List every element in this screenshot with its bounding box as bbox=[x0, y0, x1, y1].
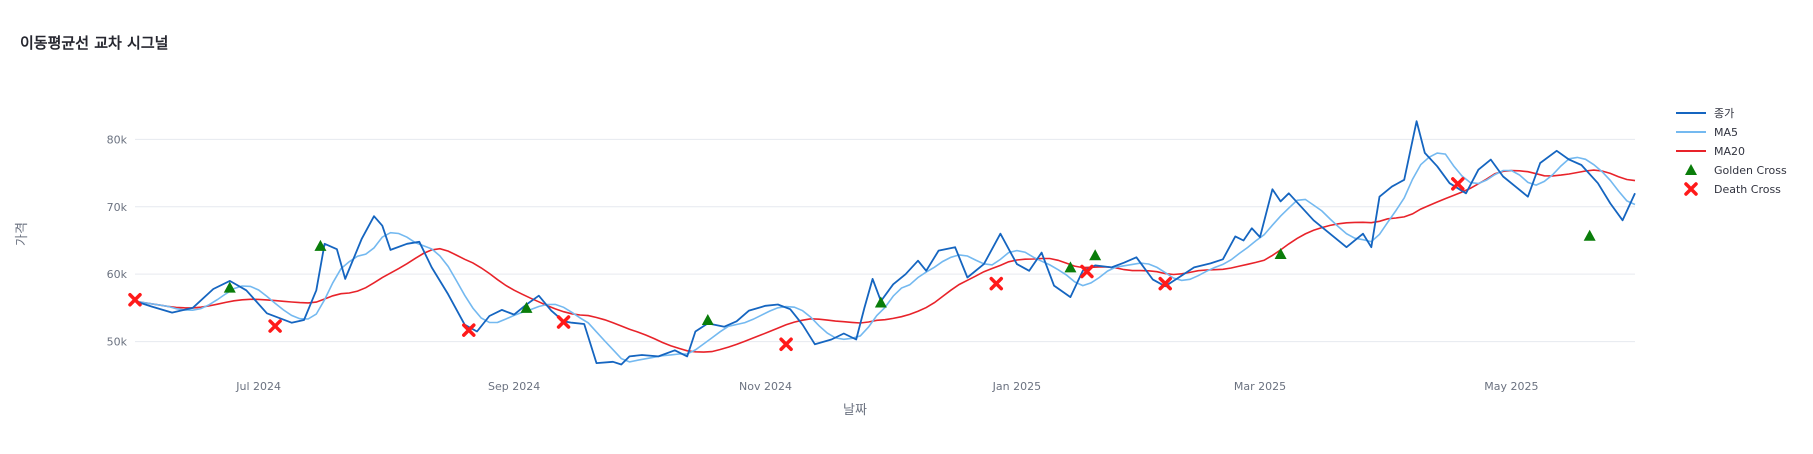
death-cross-marker bbox=[556, 315, 571, 329]
death-cross-glyph bbox=[462, 323, 476, 337]
death-cross-marker bbox=[462, 323, 476, 337]
y-tick-label: 60k bbox=[107, 268, 128, 281]
grid-layer bbox=[135, 138, 1635, 343]
death-cross-marker bbox=[1080, 264, 1094, 279]
legend-label: MA20 bbox=[1714, 145, 1745, 158]
close-price-line bbox=[134, 120, 1636, 366]
golden-cross-marker bbox=[520, 301, 533, 313]
death-cross-glyph bbox=[779, 337, 793, 352]
golden-cross-marker bbox=[314, 239, 327, 251]
x-tick-label: Nov 2024 bbox=[739, 380, 792, 393]
x-tick-label: Mar 2025 bbox=[1234, 380, 1286, 393]
ma20-line bbox=[134, 169, 1636, 353]
y-tick-label: 80k bbox=[107, 133, 128, 146]
golden-cross-marker bbox=[1089, 249, 1102, 261]
golden-cross-marker bbox=[1583, 229, 1596, 241]
y-tick-label: 50k bbox=[107, 336, 128, 349]
legend-swatch-triangle bbox=[1685, 164, 1697, 175]
legend-item[interactable]: 종가 bbox=[1676, 107, 1734, 120]
death-cross-marker bbox=[1158, 276, 1172, 291]
x-axis-title: 날짜 bbox=[843, 403, 867, 418]
legend[interactable]: 종가 MA5 MA20 Golden Cross Death Cross bbox=[1676, 107, 1787, 196]
death-cross-glyph bbox=[989, 276, 1004, 291]
x-tick-label: Jul 2024 bbox=[235, 380, 281, 393]
golden-cross-marker bbox=[874, 296, 887, 308]
golden-cross-marker bbox=[223, 281, 236, 293]
golden-cross-marker bbox=[701, 314, 714, 325]
marker-layer bbox=[128, 177, 1596, 352]
legend-item[interactable]: MA5 bbox=[1676, 126, 1738, 139]
death-cross-glyph bbox=[1080, 264, 1094, 279]
legend-item[interactable]: MA20 bbox=[1676, 145, 1745, 158]
golden-cross-marker bbox=[1064, 261, 1077, 273]
death-cross-glyph bbox=[1451, 177, 1465, 191]
death-cross-marker bbox=[128, 293, 142, 307]
x-tick-label: Jan 2025 bbox=[992, 380, 1041, 393]
death-cross-marker bbox=[779, 337, 793, 352]
ma5-line bbox=[134, 152, 1636, 363]
legend-item[interactable]: Death Cross bbox=[1684, 182, 1781, 196]
x-tick-label: May 2025 bbox=[1484, 380, 1538, 393]
death-cross-glyph bbox=[1684, 182, 1698, 196]
death-cross-glyph bbox=[268, 319, 282, 333]
death-cross-glyph bbox=[1158, 276, 1172, 291]
legend-label: 종가 bbox=[1714, 107, 1734, 120]
chart-title: 이동평균선 교차 시그널 bbox=[20, 34, 169, 52]
legend-label: Death Cross bbox=[1714, 183, 1781, 196]
death-cross-marker bbox=[268, 319, 282, 333]
legend-label: Golden Cross bbox=[1714, 164, 1787, 177]
death-cross-glyph bbox=[556, 315, 571, 329]
legend-item[interactable]: Golden Cross bbox=[1685, 164, 1787, 177]
y-axis-title: 가격 bbox=[15, 222, 30, 246]
death-cross-marker bbox=[989, 276, 1004, 291]
death-cross-marker bbox=[1451, 177, 1465, 191]
golden-cross-marker bbox=[1274, 247, 1287, 259]
death-cross-glyph bbox=[128, 293, 142, 307]
axis-layer: 날짜 가격 50k 60k 70k 80k Jul 2024 Sep 2024 Nov 20… bbox=[15, 133, 1538, 418]
plot-layer bbox=[134, 120, 1636, 366]
legend-label: MA5 bbox=[1714, 126, 1738, 139]
legend-swatch-x bbox=[1684, 182, 1698, 196]
y-tick-label: 70k bbox=[107, 201, 128, 214]
x-tick-label: Sep 2024 bbox=[488, 380, 540, 393]
